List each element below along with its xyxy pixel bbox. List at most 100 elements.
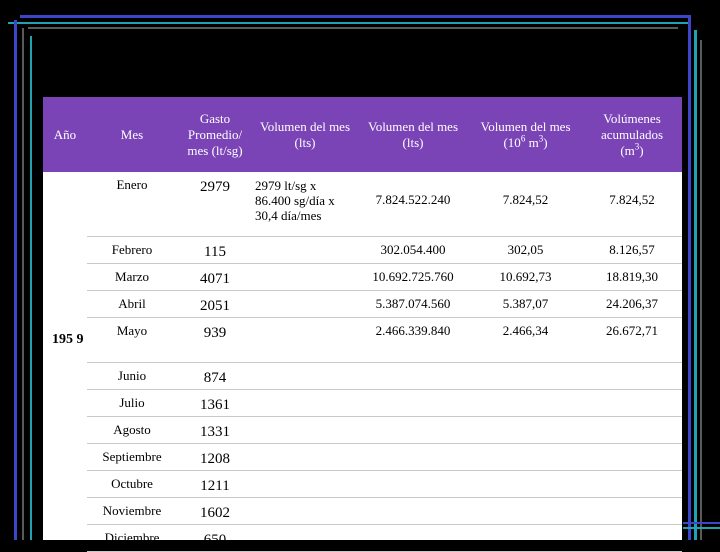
decor-line-left-teal bbox=[30, 36, 32, 540]
header-volumen-1e6-unit: (10 bbox=[503, 134, 521, 150]
anio-cell-empty bbox=[43, 362, 87, 389]
calculation-cell: 2979 lt/sg x 86.400 sg/día x 30,4 día/me… bbox=[253, 172, 357, 237]
mes-cell: Octubre bbox=[87, 470, 177, 498]
volumen-1e6-cell bbox=[469, 416, 582, 444]
gasto-cell: 1361 bbox=[177, 389, 253, 417]
mes-cell: Septiembre bbox=[87, 443, 177, 471]
gasto-cell: 1211 bbox=[177, 470, 253, 498]
volumen-lts-cell bbox=[357, 524, 469, 552]
table-row: Marzo 4071 10.692.725.760 10.692,73 18.8… bbox=[43, 263, 682, 291]
anio-cell-empty bbox=[43, 497, 87, 524]
calc-cell-empty bbox=[253, 470, 357, 498]
decor-line-right-teal bbox=[694, 30, 697, 540]
volumen-1e6-cell bbox=[469, 497, 582, 525]
calc-cell-empty bbox=[253, 524, 357, 552]
gasto-cell: 1208 bbox=[177, 443, 253, 471]
table-row: 195 9 Mayo 939 2.466.339.840 2.466,34 26… bbox=[43, 317, 682, 363]
volumen-1e6-cell: 7.824,52 bbox=[469, 172, 582, 237]
acumulado-cell: 18.819,30 bbox=[582, 263, 682, 291]
table-row: Septiembre 1208 bbox=[43, 443, 682, 471]
gasto-cell: 2979 bbox=[177, 172, 253, 237]
table-row: Octubre 1211 bbox=[43, 470, 682, 498]
decor-line-right-grey bbox=[700, 40, 702, 540]
header-anio: Año bbox=[43, 97, 87, 172]
gasto-cell: 650 bbox=[177, 524, 253, 552]
table-row: Noviembre 1602 bbox=[43, 497, 682, 525]
volumen-1e6-cell bbox=[469, 362, 582, 390]
decor-line-top-teal bbox=[8, 22, 688, 24]
volumen-1e6-cell bbox=[469, 389, 582, 417]
table-row: Diciembre 650 bbox=[43, 524, 682, 552]
anio-cell-empty bbox=[43, 416, 87, 443]
table-row: Agosto 1331 bbox=[43, 416, 682, 444]
volumen-1e6-cell bbox=[469, 470, 582, 498]
acumulado-cell: 26.672,71 bbox=[582, 317, 682, 363]
calc-cell-empty bbox=[253, 497, 357, 525]
acumulado-cell bbox=[582, 443, 682, 471]
anio-cell-empty bbox=[43, 290, 87, 317]
gasto-cell: 874 bbox=[177, 362, 253, 390]
header-volumen-1e6-text: Volumen del mes bbox=[480, 118, 571, 134]
decor-line-right-blue bbox=[688, 15, 691, 540]
anio-cell-empty bbox=[43, 470, 87, 497]
table-row: Junio 874 bbox=[43, 362, 682, 390]
acumulado-cell bbox=[582, 389, 682, 417]
volumen-1e6-cell: 302,05 bbox=[469, 236, 582, 264]
header-volumen-1e6: Volumen del mes (106 m3) bbox=[469, 97, 582, 172]
volumen-lts-cell bbox=[357, 470, 469, 498]
acumulado-cell bbox=[582, 362, 682, 390]
calc-cell-empty bbox=[253, 290, 357, 318]
acumulado-cell: 8.126,57 bbox=[582, 236, 682, 264]
decor-line-top-blue bbox=[20, 15, 690, 18]
table-row: Julio 1361 bbox=[43, 389, 682, 417]
volumen-1e6-cell bbox=[469, 524, 582, 552]
gasto-cell: 1331 bbox=[177, 416, 253, 444]
decor-line-left-grey bbox=[22, 28, 24, 540]
header-gasto: Gasto Promedio/ mes (lt/sg) bbox=[177, 97, 253, 172]
acumulado-cell bbox=[582, 497, 682, 525]
volumen-lts-cell bbox=[357, 416, 469, 444]
decor-line-bottom-blue bbox=[683, 522, 720, 524]
mes-cell: Febrero bbox=[87, 236, 177, 264]
mes-cell: Junio bbox=[87, 362, 177, 390]
anio-cell-empty bbox=[43, 236, 87, 263]
volumen-lts-cell: 7.824.522.240 bbox=[357, 172, 469, 237]
anio-cell-empty bbox=[43, 443, 87, 470]
year-cell: 195 9 bbox=[52, 331, 84, 347]
volumen-lts-cell: 10.692.725.760 bbox=[357, 263, 469, 291]
header-volumen-1e6-exp2: 3 bbox=[538, 133, 544, 144]
acumulado-cell bbox=[582, 416, 682, 444]
mes-cell: Noviembre bbox=[87, 497, 177, 525]
header-volumen-1e6-close: ) bbox=[543, 134, 548, 150]
header-mes: Mes bbox=[87, 97, 177, 172]
volumen-lts-cell: 302.054.400 bbox=[357, 236, 469, 264]
table-row: Febrero 115 302.054.400 302,05 8.126,57 bbox=[43, 236, 682, 264]
header-volumen-lts-2: Volumen del mes (lts) bbox=[357, 97, 469, 172]
table-row: Enero 2979 2979 lt/sg x 86.400 sg/día x … bbox=[43, 172, 682, 237]
anio-cell-empty bbox=[43, 524, 87, 551]
table-header-row: Año Mes Gasto Promedio/ mes (lt/sg) Volu… bbox=[43, 97, 682, 172]
calc-cell-empty bbox=[253, 236, 357, 264]
header-acumulados: Volúmenes acumulados (m3) bbox=[582, 97, 682, 172]
calc-cell-empty bbox=[253, 443, 357, 471]
mes-cell: Julio bbox=[87, 389, 177, 417]
table-row: Abril 2051 5.387.074.560 5.387,07 24.206… bbox=[43, 290, 682, 318]
volumen-lts-cell bbox=[357, 443, 469, 471]
gasto-cell: 115 bbox=[177, 236, 253, 264]
calc-cell-empty bbox=[253, 317, 357, 363]
volumen-lts-cell bbox=[357, 497, 469, 525]
decor-line-bottom-teal bbox=[683, 527, 720, 529]
mes-cell: Marzo bbox=[87, 263, 177, 291]
gasto-cell: 2051 bbox=[177, 290, 253, 318]
volumen-lts-cell bbox=[357, 389, 469, 417]
calc-cell-empty bbox=[253, 416, 357, 444]
data-table-container: Año Mes Gasto Promedio/ mes (lt/sg) Volu… bbox=[43, 97, 682, 552]
acumulado-cell: 7.824,52 bbox=[582, 172, 682, 237]
header-acumulados-close: ) bbox=[639, 142, 644, 158]
acumulado-cell: 24.206,37 bbox=[582, 290, 682, 318]
mes-cell: Mayo bbox=[87, 317, 177, 363]
acumulado-cell bbox=[582, 470, 682, 498]
header-volumen-1e6-unit-b: m bbox=[525, 134, 539, 150]
header-volumen-1e6-exp: 6 bbox=[520, 133, 526, 144]
anio-cell-empty bbox=[43, 389, 87, 416]
